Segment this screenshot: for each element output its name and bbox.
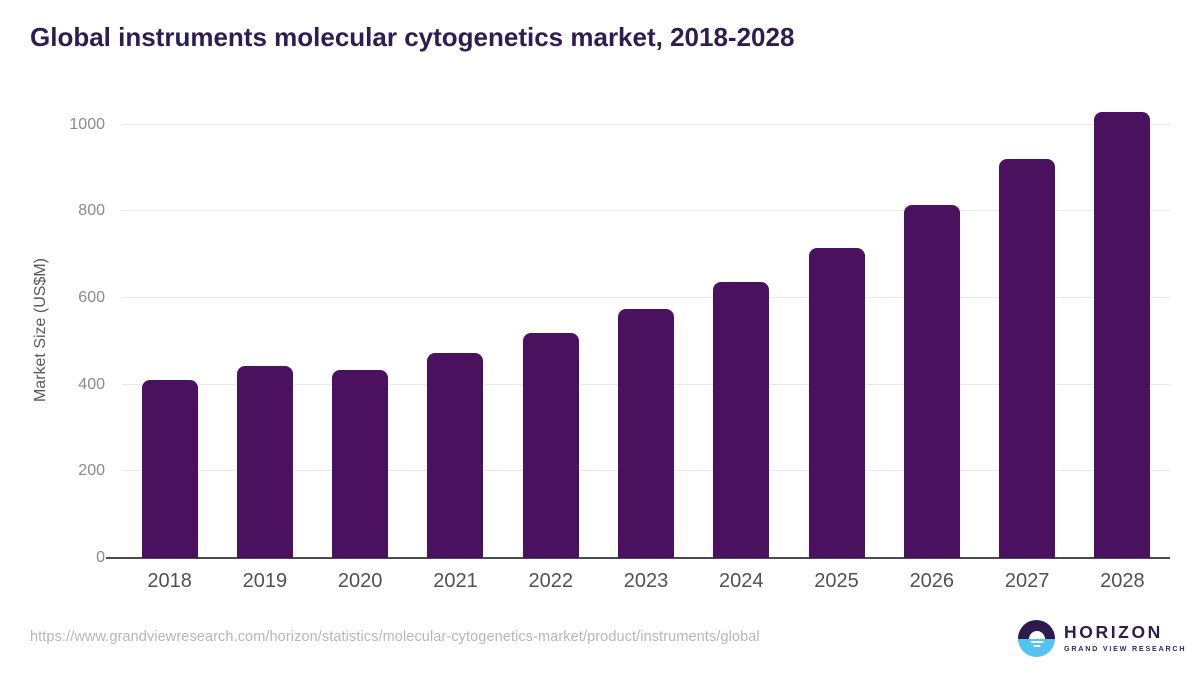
x-axis-line bbox=[106, 557, 1170, 559]
x-tick-label-2025: 2025 bbox=[814, 570, 859, 592]
gridline-y-800 bbox=[122, 210, 1170, 212]
bar-chart-plot-area: 0 200 400 600 800 1000 2018 2019 2020 2021 2022 202… bbox=[69, 100, 1170, 591]
bar-2020 bbox=[332, 370, 389, 558]
bar-2021 bbox=[427, 353, 484, 558]
bar-2028 bbox=[1094, 111, 1151, 558]
y-tick-label-1000: 1000 bbox=[69, 115, 105, 133]
x-tick-label-2019: 2019 bbox=[242, 570, 288, 592]
x-tick-label-2027: 2027 bbox=[1004, 570, 1050, 592]
x-tick-label-2018: 2018 bbox=[147, 570, 192, 592]
chart-title: Global instruments molecular cytogenetic… bbox=[30, 22, 795, 52]
logo-sky-half bbox=[1018, 620, 1055, 639]
x-tick-label-2021: 2021 bbox=[433, 570, 478, 592]
x-tick-label-2023: 2023 bbox=[623, 570, 669, 592]
horizon-logo: HORIZON GRAND VIEW RESEARCH bbox=[1018, 620, 1186, 657]
gridline-y-600 bbox=[122, 297, 1170, 299]
x-tick-label-2028: 2028 bbox=[1100, 570, 1145, 592]
horizon-logo-icon bbox=[1018, 620, 1055, 657]
y-axis-title: Market Size (US$M) bbox=[32, 257, 49, 403]
logo-wordmark: HORIZON bbox=[1064, 622, 1163, 643]
logo-sun-icon bbox=[1028, 630, 1045, 639]
gridline-y-1000 bbox=[122, 123, 1170, 125]
bar-2018 bbox=[141, 379, 198, 558]
bar-2027 bbox=[999, 159, 1056, 558]
logo-sea-half bbox=[1018, 638, 1055, 657]
x-tick-label-2022: 2022 bbox=[528, 570, 573, 592]
x-tick-label-2024: 2024 bbox=[719, 570, 764, 592]
bar-2019 bbox=[236, 366, 293, 558]
y-tick-label-400: 400 bbox=[78, 375, 105, 393]
y-tick-label-200: 200 bbox=[78, 462, 105, 480]
y-tick-label-600: 600 bbox=[78, 289, 105, 307]
x-tick-label-2026: 2026 bbox=[909, 570, 955, 592]
logo-subtitle: GRAND VIEW RESEARCH bbox=[1064, 644, 1187, 654]
x-tick-label-2020: 2020 bbox=[337, 570, 383, 592]
bar-2025 bbox=[808, 248, 865, 558]
logo-text: HORIZON GRAND VIEW RESEARCH bbox=[1064, 622, 1187, 654]
bar-2022 bbox=[522, 333, 579, 558]
logo-ripple-line bbox=[1033, 645, 1040, 648]
bar-2023 bbox=[618, 309, 674, 558]
logo-ripple-line bbox=[1030, 640, 1043, 644]
y-tick-label-800: 800 bbox=[78, 202, 105, 220]
source-url: https://www.grandviewresearch.com/horizo… bbox=[30, 629, 760, 645]
bar-2024 bbox=[713, 281, 770, 558]
y-tick-label-0: 0 bbox=[96, 549, 105, 566]
bar-2026 bbox=[903, 205, 960, 558]
